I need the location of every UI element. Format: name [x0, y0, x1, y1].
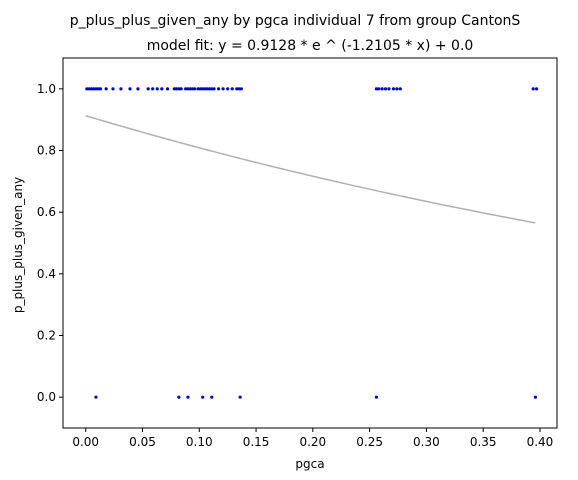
data-point	[205, 87, 209, 91]
data-point	[184, 87, 188, 91]
data-point	[94, 87, 98, 91]
x-axis-label: pgca	[295, 457, 324, 471]
data-point	[198, 87, 203, 91]
data-point	[534, 87, 539, 91]
data-point	[177, 87, 181, 91]
x-tick-label: 0.15	[243, 435, 270, 449]
data-point	[172, 87, 176, 91]
data-point	[239, 87, 243, 91]
fit-curve	[85, 115, 536, 224]
data-point	[383, 87, 388, 91]
data-point	[210, 395, 214, 399]
data-point	[151, 87, 155, 91]
data-point	[160, 87, 164, 91]
data-point	[190, 87, 195, 91]
data-point	[210, 87, 214, 91]
data-point	[188, 87, 192, 91]
data-point	[226, 87, 230, 91]
data-point	[216, 87, 221, 91]
data-point	[374, 87, 379, 91]
axes-frame	[62, 57, 558, 429]
data-point	[128, 87, 132, 91]
data-point	[104, 87, 108, 91]
data-point	[221, 87, 225, 91]
data-point	[111, 87, 115, 91]
data-point	[212, 87, 216, 91]
y-axis-label: p_plus_plus_given_any	[11, 177, 25, 313]
data-point	[96, 87, 100, 91]
data-point	[94, 395, 98, 399]
data-point	[177, 395, 181, 399]
y-tick-label: 0.8	[37, 144, 56, 158]
data-point	[398, 87, 402, 91]
y-tick-label: 0.2	[37, 329, 56, 343]
data-point	[238, 395, 242, 399]
data-point	[230, 87, 234, 91]
data-point	[201, 395, 205, 399]
data-point	[391, 87, 396, 91]
y-tick-label: 0.4	[37, 267, 56, 281]
x-tick-label: 0.30	[413, 435, 440, 449]
data-point	[237, 87, 241, 91]
x-tick-label: 0.35	[470, 435, 497, 449]
data-point	[174, 87, 179, 91]
data-point	[85, 87, 89, 91]
data-point	[136, 87, 140, 91]
y-tick-label: 0.6	[37, 205, 56, 219]
data-point	[374, 395, 379, 399]
x-tick-label: 0.25	[356, 435, 383, 449]
data-point	[196, 87, 200, 91]
data-point	[186, 87, 190, 91]
y-tick-label: 1.0	[37, 82, 56, 96]
data-point	[155, 87, 159, 91]
data-point	[87, 87, 91, 91]
data-point	[193, 87, 197, 91]
data-point	[531, 87, 535, 91]
data-point	[377, 87, 381, 91]
data-point	[203, 87, 207, 91]
x-tick-label: 0.20	[299, 435, 326, 449]
data-point	[186, 395, 190, 399]
data-point	[179, 87, 183, 91]
data-point	[92, 87, 96, 91]
x-tick-label: 0.00	[72, 435, 99, 449]
data-point	[533, 395, 538, 399]
x-tick-label: 0.05	[129, 435, 156, 449]
y-axis-ticks: 0.0 0.2 0.4 0.6 0.8 1.0	[37, 82, 63, 404]
data-point	[380, 87, 384, 91]
data-point	[235, 87, 239, 91]
y-tick-label: 0.0	[37, 390, 56, 404]
data-point	[165, 87, 170, 91]
data-point	[387, 87, 391, 91]
plot-area	[85, 87, 539, 399]
x-tick-label: 0.10	[186, 435, 213, 449]
data-point	[395, 87, 399, 91]
data-point	[207, 87, 212, 91]
data-point	[89, 87, 93, 91]
chart-subtitle: model fit: y = 0.9128 * e ^ (-1.2105 * x…	[147, 38, 474, 54]
data-point	[98, 87, 103, 91]
chart-title: p_plus_plus_given_any by pgca individual…	[70, 13, 521, 29]
data-point	[119, 87, 123, 91]
data-point	[146, 87, 150, 91]
x-tick-label: 0.40	[527, 435, 554, 449]
data-point	[201, 87, 205, 91]
x-axis-ticks: 0.00 0.05 0.10 0.15 0.20 0.25 0.30 0.35 0.40	[72, 428, 553, 449]
